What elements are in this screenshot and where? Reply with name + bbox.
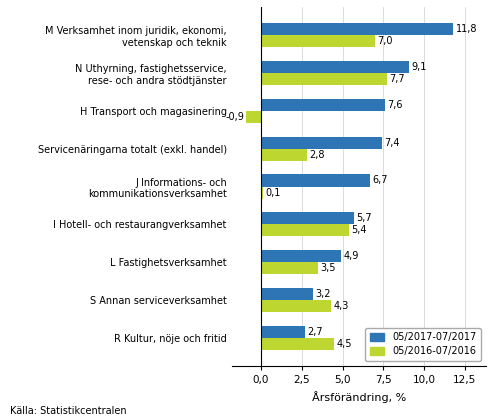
Text: 7,0: 7,0: [378, 36, 393, 46]
Text: 6,7: 6,7: [373, 176, 388, 186]
Text: Källa: Statistikcentralen: Källa: Statistikcentralen: [10, 406, 127, 416]
Bar: [261, 23, 454, 35]
Text: 9,1: 9,1: [412, 62, 427, 72]
Bar: [261, 338, 334, 350]
Bar: [261, 326, 305, 338]
Bar: [261, 174, 370, 186]
Text: 4,5: 4,5: [337, 339, 352, 349]
Bar: [261, 250, 341, 262]
Text: 5,7: 5,7: [356, 213, 372, 223]
Text: 11,8: 11,8: [456, 24, 477, 34]
Text: 5,4: 5,4: [352, 225, 367, 235]
Text: 3,2: 3,2: [316, 289, 331, 299]
Bar: [261, 224, 349, 236]
Bar: [261, 149, 307, 161]
Text: 2,8: 2,8: [309, 150, 325, 160]
Bar: [261, 288, 313, 300]
Bar: [261, 35, 375, 47]
Text: -0,9: -0,9: [225, 112, 244, 122]
Bar: [261, 99, 385, 111]
Text: 7,4: 7,4: [384, 138, 400, 148]
Text: 7,6: 7,6: [387, 100, 403, 110]
Bar: [261, 136, 382, 149]
Bar: [246, 111, 261, 123]
Text: 4,9: 4,9: [344, 251, 359, 261]
Bar: [261, 186, 263, 198]
Bar: [261, 61, 409, 73]
Text: 0,1: 0,1: [265, 188, 281, 198]
Bar: [261, 212, 354, 224]
Bar: [261, 262, 318, 274]
Legend: 05/2017-07/2017, 05/2016-07/2016: 05/2017-07/2017, 05/2016-07/2016: [365, 328, 481, 361]
Bar: [261, 300, 331, 312]
Text: 4,3: 4,3: [334, 301, 349, 311]
Text: 7,7: 7,7: [389, 74, 405, 84]
Text: 3,5: 3,5: [320, 263, 336, 273]
X-axis label: Årsförändring, %: Årsförändring, %: [312, 391, 406, 403]
Text: 2,7: 2,7: [308, 327, 323, 337]
Bar: [261, 73, 387, 85]
